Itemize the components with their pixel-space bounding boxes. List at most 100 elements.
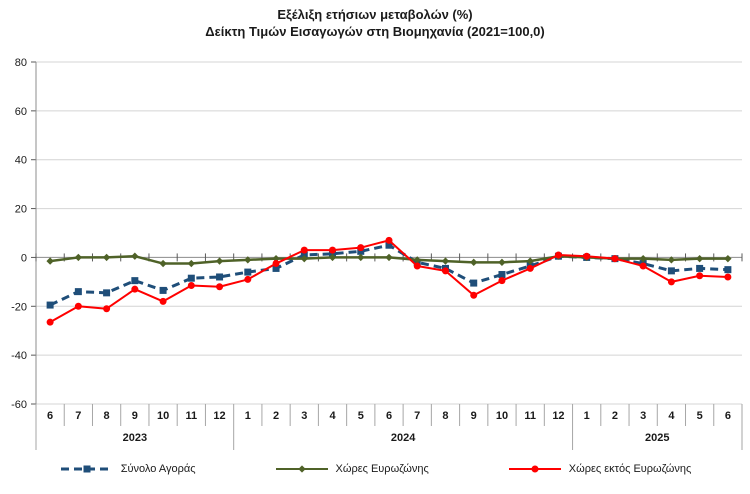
data-point-marker [413,262,421,270]
series-line-0 [46,241,732,309]
chart-legend: Σύνολο Αγοράς Χώρες Ευρωζώνης Χώρες εκτός … [0,463,750,475]
data-point-marker [441,257,450,265]
data-point-marker [159,286,167,294]
legend-circle-marker-icon [508,465,561,473]
gridlines: 80 60 40 20 0 -20 -40 -60 [11,57,742,411]
y-axis-label: 20 [15,204,27,216]
data-point-marker [470,279,478,287]
data-point-marker [74,288,82,296]
chart-title-line2: Δείκτη Τιμών Εισαγωγών στη Βιομηχανία (2… [205,24,545,39]
month-label: 10 [157,410,169,422]
data-point-marker [526,257,534,265]
data-point-marker [300,246,308,254]
data-point-marker [357,247,365,255]
month-label: 6 [47,410,53,422]
data-point-marker [244,256,252,264]
data-point-marker [187,259,195,268]
data-point-marker [187,274,195,282]
month-label: 7 [414,410,420,422]
data-point-marker [215,257,224,265]
data-point-marker [385,241,393,249]
data-point-marker [216,273,224,281]
data-point-marker [357,253,365,262]
month-label: 11 [185,410,197,422]
year-label: 2025 [645,432,669,444]
data-point-marker [498,277,506,285]
data-point-marker [131,285,139,293]
data-point-marker [639,254,647,263]
data-point-marker [696,264,704,272]
month-label: 1 [245,410,251,422]
legend-diamond-marker-icon [275,465,328,473]
data-point-marker [46,257,54,265]
month-label: 3 [301,410,307,422]
legend-label: Χώρες Ευρωζώνης [335,463,429,475]
data-point-marker [724,266,732,274]
y-axis-label: 80 [15,57,27,69]
data-point-marker [102,253,111,262]
data-point-marker [724,273,732,281]
data-point-marker [724,254,732,263]
y-axis-label: 40 [15,155,27,167]
y-axis-label: -60 [11,399,27,411]
month-label: 2 [273,410,279,422]
y-axis-label: -40 [11,350,27,362]
year-label: 2024 [391,432,416,444]
data-point-marker [272,264,280,272]
data-point-marker [385,236,393,244]
month-label: 9 [471,410,477,422]
month-label: 12 [213,410,225,422]
month-label: 6 [725,410,731,422]
data-point-marker [187,282,195,290]
data-point-marker [46,318,54,326]
data-point-marker [272,260,280,268]
data-point-marker [667,278,675,286]
data-point-marker [611,255,619,263]
data-point-marker [357,244,365,252]
data-point-marker [413,256,421,264]
month-label: 3 [640,410,646,422]
data-point-marker [470,258,478,266]
month-label: 8 [442,410,448,422]
year-label: 2023 [123,432,147,444]
data-point-marker [216,283,224,291]
data-point-marker [74,253,83,262]
legend-label: Σύνολο Αγοράς [120,463,196,475]
data-point-marker [385,253,393,262]
data-point-marker [441,267,449,275]
month-label: 10 [496,410,508,422]
data-point-marker [583,252,591,260]
data-point-marker [131,277,139,285]
data-point-marker [131,252,139,260]
data-point-marker [103,289,111,297]
data-point-marker [696,272,704,280]
month-label: 2 [612,410,618,422]
y-axis-label: -20 [11,301,27,313]
chart-title-line1: Εξέλιξη ετήσιων μεταβολών (%) [277,7,473,22]
y-axis-label: 0 [21,252,27,264]
month-label: 4 [668,410,675,422]
data-point-marker [470,291,478,299]
month-label: 7 [75,410,81,422]
legend-label: Χώρες εκτός Ευρωζώνης [568,463,692,475]
data-point-marker [103,305,111,313]
data-point-marker [244,268,252,276]
month-label: 6 [386,410,392,422]
data-point-marker [498,271,506,279]
data-point-marker [74,302,82,310]
chart-title: Εξέλιξη ετήσιων μεταβολών (%) Δείκτη Τιμ… [0,6,750,40]
series-line-2 [46,236,732,326]
month-label: 5 [697,410,703,422]
month-label: 5 [358,410,364,422]
data-point-marker [159,297,167,305]
data-point-marker [695,254,704,263]
data-point-marker [498,258,506,266]
data-point-marker [667,256,676,264]
month-label: 12 [552,410,564,422]
month-label: 1 [584,410,590,422]
month-label: 11 [524,410,536,422]
data-point-marker [639,262,647,270]
